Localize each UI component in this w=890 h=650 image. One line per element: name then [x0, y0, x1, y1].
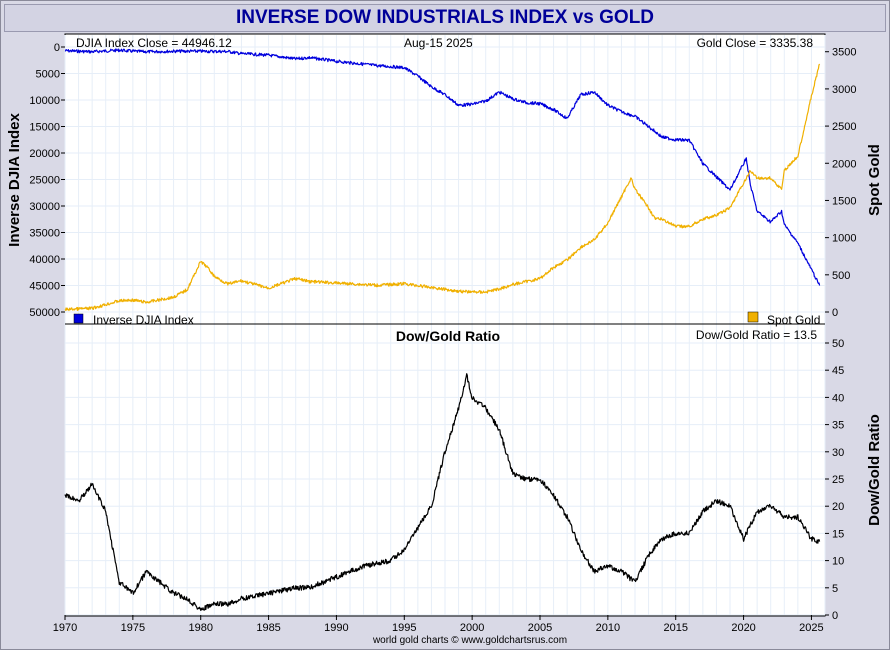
ratio-tick-label: 45: [832, 365, 844, 377]
right-tick-label: 2000: [832, 158, 856, 170]
right-tick-label: 3000: [832, 84, 856, 96]
chart-title: INVERSE DOW INDUSTRIALS INDEX vs GOLD: [4, 4, 886, 32]
x-tick-label: 2025: [799, 622, 823, 634]
right-tick-label: 500: [832, 270, 850, 282]
ratio-tick-label: 50: [832, 338, 844, 350]
date-label: Aug-15 2025: [404, 36, 473, 50]
credit-text: world gold charts © www.goldchartsrus.co…: [372, 635, 567, 646]
left-tick-label: 45000: [29, 281, 60, 293]
ratio-tick-label: 15: [832, 528, 844, 540]
x-tick-label: 1995: [392, 622, 416, 634]
legend-gold-label: Spot Gold: [767, 313, 820, 327]
legend-gold-swatch: [747, 311, 759, 323]
left-tick-label: 5000: [36, 69, 60, 81]
left-tick-label: 30000: [29, 201, 60, 213]
grid-layer: [64, 35, 826, 616]
x-tick-label: 1985: [256, 622, 280, 634]
ratio-tick-label: 10: [832, 556, 844, 568]
left-tick-label: 40000: [29, 254, 60, 266]
left-tick-label: 10000: [29, 95, 60, 107]
left-tick-label: 20000: [29, 148, 60, 160]
djia-close-label: DJIA Index Close = 44946.12: [76, 36, 232, 50]
ratio-tick-label: 35: [832, 420, 844, 432]
inverse-djia-line: [64, 48, 821, 286]
x-tick-label: 2020: [731, 622, 755, 634]
dow-gold-ratio-line: [64, 373, 821, 611]
ratio-tick-label: 25: [832, 474, 844, 486]
right-tick-label: 1000: [832, 233, 856, 245]
right-tick-label: 3500: [832, 47, 856, 59]
x-tick-label: 2010: [596, 622, 620, 634]
ratio-label: Dow/Gold Ratio = 13.5: [696, 328, 817, 342]
right-tick-label: 1500: [832, 195, 856, 207]
ratio-tick-label: 0: [832, 610, 838, 622]
right-axis-title-ratio: Dow/Gold Ratio: [866, 414, 883, 526]
right-axis-title-gold: Spot Gold: [866, 144, 883, 216]
ratio-tick-label: 40: [832, 392, 844, 404]
left-axis-title: Inverse DJIA Index: [6, 113, 23, 247]
axis-layer: 1970 1975 1980 1985 1990 1995 2000 2005 2010 2015…: [29, 42, 856, 634]
x-tick-label: 1970: [53, 622, 77, 634]
x-tick-label: 1980: [188, 622, 212, 634]
left-tick-label: 50000: [29, 307, 60, 319]
ratio-tick-label: 30: [832, 447, 844, 459]
right-tick-label: 0: [832, 307, 838, 319]
right-tick-label: 2500: [832, 121, 856, 133]
gold-close-label: Gold Close = 3335.38: [697, 36, 814, 50]
left-tick-label: 15000: [29, 122, 60, 134]
x-tick-label: 2015: [663, 622, 687, 634]
left-tick-label: 0: [54, 42, 60, 54]
x-tick-label: 1990: [324, 622, 348, 634]
x-tick-label: 2005: [528, 622, 552, 634]
left-tick-label: 25000: [29, 175, 60, 187]
x-tick-label: 1975: [121, 622, 145, 634]
legend-djia-label: Inverse DJIA Index: [93, 313, 194, 327]
legend-djia-swatch: [73, 313, 84, 324]
ratio-tick-label: 5: [832, 583, 838, 595]
spot-gold-line: [64, 63, 821, 312]
ratio-panel-title: Dow/Gold Ratio: [396, 328, 500, 344]
ratio-tick-label: 20: [832, 501, 844, 513]
series-layer: [64, 48, 821, 611]
left-tick-label: 35000: [29, 228, 60, 240]
x-tick-label: 2000: [460, 622, 484, 634]
